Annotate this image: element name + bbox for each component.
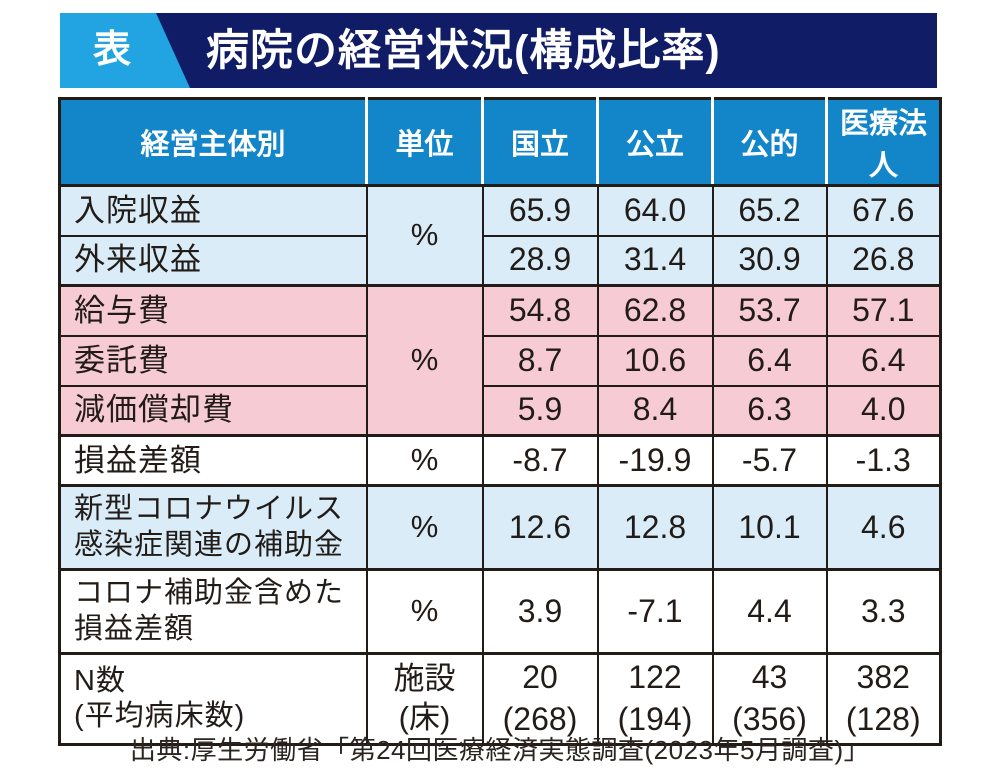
value-cell: 10.1: [711, 484, 828, 571]
value-cell: 3.9: [481, 568, 599, 655]
page-title: 病院の経営状況(構成比率): [206, 27, 721, 75]
title-bar: 表 病院の経営状況(構成比率): [60, 13, 937, 88]
table-row: 損益差額% -8.7 -19.9 -5.7 -1.3: [58, 434, 942, 487]
row-label: N数 (平均病床数): [58, 652, 368, 746]
value-cell: 54.8: [481, 284, 599, 337]
table-row: コロナ補助金含めた 損益差額% 3.9 -7.1 4.4 3.3: [58, 568, 942, 655]
value-cell: 26.8: [825, 234, 942, 287]
value-cell: 10.6: [596, 334, 714, 387]
row-label: 入院収益: [58, 184, 368, 237]
value-cell: 67.6: [825, 184, 942, 237]
value-cell: 8.7: [481, 334, 599, 387]
row-label: 外来収益: [58, 234, 368, 287]
table-row: N数 (平均病床数) 施設 (床) 20 (268) 122 (194) 43 (356) 382(…: [58, 652, 942, 746]
table-row: 給与費% 54.8 62.8 53.7 57.1: [58, 284, 942, 437]
value-cell: 6.4: [711, 334, 828, 387]
value-cell: 12.8: [596, 484, 714, 571]
value-cell: -5.7: [711, 434, 828, 487]
unit-cell: %: [365, 484, 484, 571]
unit-cell: %: [365, 284, 484, 437]
value-cell: 3.3: [825, 568, 942, 655]
value-cell: 62.8: [596, 284, 714, 337]
table-tag-badge: 表: [60, 13, 190, 88]
value-cell: 57.1: [825, 284, 942, 337]
source-note: 出典:厚生労働省「第24回医療経済実態調査(2023年5月調査)」: [129, 735, 871, 765]
table-row: 減価償却費 5.9 8.4 6.3 4.0: [58, 384, 942, 437]
column-header-1: 単位: [365, 98, 483, 187]
row-label: 減価償却費: [58, 384, 368, 437]
table-tag-label: 表: [92, 29, 131, 71]
hospital-data-table: 経営主体別 単位 国立 公立 公的 医療法人 入院収益% 65.9 64.0 65.2 67.6 外…: [58, 97, 942, 746]
unit-cell: 施設 (床): [365, 652, 484, 746]
column-header-4: 公的: [711, 98, 827, 187]
value-cell: 5.9: [481, 384, 599, 437]
unit-cell: %: [365, 434, 484, 487]
table-row: 新型コロナウイルス 感染症関連の補助金% 12.6 12.8 10.1 4.6: [58, 484, 942, 571]
column-header-0: 経営主体別: [59, 98, 367, 187]
value-cell: 6.4: [825, 334, 942, 387]
table-row: 入院収益% 65.9 64.0 65.2 67.6: [58, 184, 942, 287]
value-cell: 20 (268): [481, 652, 599, 746]
column-header-row: 経営主体別 単位 国立 公立 公的 医療法人: [59, 98, 941, 187]
unit-cell: %: [365, 184, 484, 287]
value-cell: 28.9: [481, 234, 599, 287]
value-cell: -19.9: [596, 434, 714, 487]
value-cell: 4.0: [825, 384, 942, 437]
value-cell: -7.1: [596, 568, 714, 655]
value-cell: 6.3: [711, 384, 828, 437]
value-cell: 31.4: [596, 234, 714, 287]
row-label: 損益差額: [58, 434, 368, 487]
value-cell: 43 (356): [711, 652, 828, 746]
value-cell: -8.7: [481, 434, 599, 487]
value-cell: 4.6: [825, 484, 942, 571]
table-row: 委託費 8.7 10.6 6.4 6.4: [58, 334, 942, 387]
value-cell: 65.9: [481, 184, 599, 237]
unit-cell: %: [365, 568, 484, 655]
row-label: 委託費: [58, 334, 368, 387]
table-row: 外来収益 28.9 31.4 30.9 26.8: [58, 234, 942, 287]
row-label: 新型コロナウイルス 感染症関連の補助金: [58, 484, 368, 571]
column-header-5: 医療法人: [825, 98, 941, 187]
value-cell: 64.0: [596, 184, 714, 237]
column-header-3: 公立: [596, 98, 713, 187]
value-cell: 12.6: [481, 484, 599, 571]
column-header-2: 国立: [481, 98, 598, 187]
row-label: 給与費: [58, 284, 368, 337]
value-cell: 65.2: [711, 184, 828, 237]
value-cell: 53.7: [711, 284, 828, 337]
value-cell: 382 (128): [825, 652, 942, 746]
value-cell: 122 (194): [596, 652, 714, 746]
value-cell: 8.4: [596, 384, 714, 437]
value-cell: -1.3: [825, 434, 942, 487]
row-label: コロナ補助金含めた 損益差額: [58, 568, 368, 655]
value-cell: 30.9: [711, 234, 828, 287]
value-cell: 4.4: [711, 568, 828, 655]
